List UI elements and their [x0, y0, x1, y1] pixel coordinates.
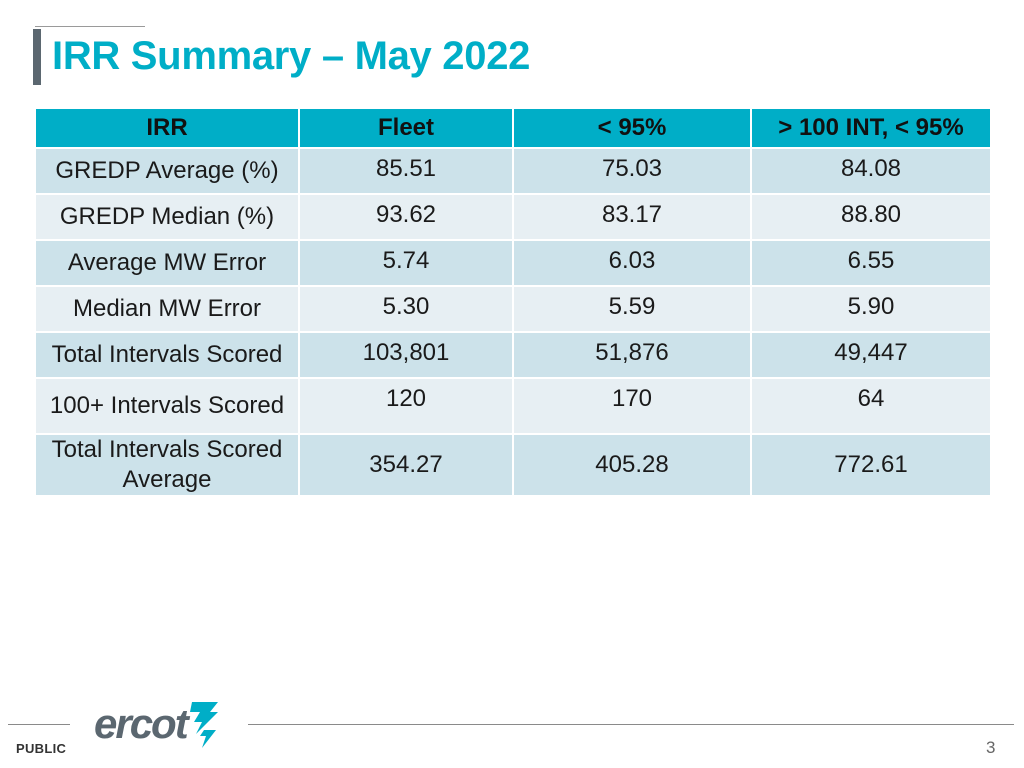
header-fleet: Fleet — [298, 107, 514, 149]
cell-100-int-below-95: 88.80 — [750, 193, 992, 241]
cell-100-int-below-95: 84.08 — [750, 147, 992, 195]
row-label: Median MW Error — [34, 285, 300, 333]
table-row: Average MW Error 5.74 6.03 6.55 — [34, 239, 992, 287]
slide-title: IRR Summary – May 2022 — [52, 34, 531, 78]
cell-fleet: 93.62 — [298, 193, 514, 241]
table-row: Total Intervals Scored Average 354.27 40… — [34, 433, 992, 497]
cell-100-int-below-95: 49,447 — [750, 331, 992, 379]
row-label: 100+ Intervals Scored — [34, 377, 300, 435]
lightning-bolt-icon — [190, 702, 218, 748]
cell-below-95: 5.59 — [512, 285, 752, 333]
footer-rule-right — [248, 724, 1014, 725]
ercot-logo: ercot — [94, 698, 234, 752]
title-top-rule — [35, 26, 145, 27]
cell-fleet: 103,801 — [298, 331, 514, 379]
row-label: Total Intervals Scored — [34, 331, 300, 379]
classification-label: PUBLIC — [16, 741, 67, 756]
title-accent-bar — [33, 29, 41, 85]
footer-rule-left — [8, 724, 70, 725]
page-number: 3 — [986, 738, 996, 757]
row-label: Total Intervals Scored Average — [34, 433, 300, 497]
row-label: Average MW Error — [34, 239, 300, 287]
cell-100-int-below-95: 6.55 — [750, 239, 992, 287]
cell-fleet: 5.74 — [298, 239, 514, 287]
table-row: Median MW Error 5.30 5.59 5.90 — [34, 285, 992, 333]
cell-below-95: 51,876 — [512, 331, 752, 379]
cell-100-int-below-95: 5.90 — [750, 285, 992, 333]
cell-fleet: 354.27 — [298, 433, 514, 497]
row-label: GREDP Median (%) — [34, 193, 300, 241]
cell-below-95: 75.03 — [512, 147, 752, 195]
header-below-95: < 95% — [512, 107, 752, 149]
cell-fleet: 120 — [298, 377, 514, 435]
cell-below-95: 405.28 — [512, 433, 752, 497]
table-row: GREDP Average (%) 85.51 75.03 84.08 — [34, 147, 992, 195]
table-row: 100+ Intervals Scored 120 170 64 — [34, 377, 992, 435]
cell-100-int-below-95: 64 — [750, 377, 992, 435]
cell-below-95: 6.03 — [512, 239, 752, 287]
table-row: Total Intervals Scored 103,801 51,876 49… — [34, 331, 992, 379]
cell-fleet: 5.30 — [298, 285, 514, 333]
cell-100-int-below-95: 772.61 — [750, 433, 992, 497]
header-irr: IRR — [34, 107, 300, 149]
header-100-int-below-95: > 100 INT, < 95% — [750, 107, 992, 149]
cell-below-95: 83.17 — [512, 193, 752, 241]
cell-fleet: 85.51 — [298, 147, 514, 195]
table-row: GREDP Median (%) 93.62 83.17 88.80 — [34, 193, 992, 241]
logo-wordmark: ercot — [94, 700, 189, 747]
cell-below-95: 170 — [512, 377, 752, 435]
irr-summary-table: IRR Fleet < 95% > 100 INT, < 95% GREDP A… — [34, 107, 992, 497]
table-header-row: IRR Fleet < 95% > 100 INT, < 95% — [34, 107, 992, 149]
row-label: GREDP Average (%) — [34, 147, 300, 195]
